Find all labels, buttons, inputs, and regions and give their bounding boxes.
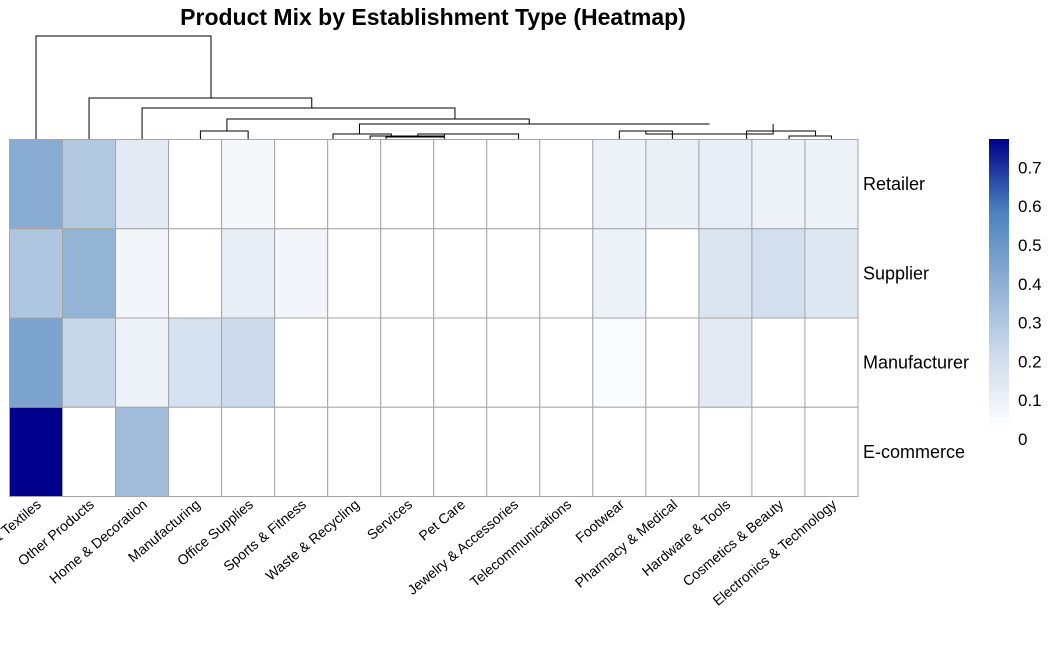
heatmap-cell (645, 317, 700, 408)
heatmap-cell (592, 406, 647, 497)
heatmap-cell (274, 139, 329, 230)
heatmap-cell (168, 317, 223, 408)
heatmap-cell (698, 139, 753, 230)
heatmap-cell (592, 139, 647, 230)
row-label: E-commerce (863, 442, 965, 462)
heatmap-cell (433, 228, 488, 319)
heatmap-cell (592, 228, 647, 319)
heatmap-cell (751, 317, 806, 408)
heatmap-cell (804, 228, 859, 319)
heatmap-cell (486, 317, 541, 408)
heatmap-cell (168, 139, 223, 230)
heatmap-cell (592, 317, 647, 408)
heatmap-cells (9, 139, 859, 497)
heatmap-cell (698, 228, 753, 319)
heatmap-cell (645, 406, 700, 497)
chart-title: Product Mix by Establishment Type (Heatm… (180, 4, 686, 30)
heatmap-cell (433, 406, 488, 497)
row-label: Supplier (863, 263, 929, 283)
heatmap-cell (751, 139, 806, 230)
heatmap-cell (62, 406, 117, 497)
heatmap-cell (539, 228, 594, 319)
heatmap-cell (115, 139, 170, 230)
heatmap-cell (698, 406, 753, 497)
row-label: Manufacturer (863, 353, 969, 373)
heatmap-cell (539, 406, 594, 497)
heatmap-cell (698, 317, 753, 408)
heatmap-cell (115, 317, 170, 408)
heatmap-cell (327, 139, 382, 230)
heatmap-cell (539, 139, 594, 230)
heatmap-cell (62, 228, 117, 319)
heatmap-cell (327, 228, 382, 319)
heatmap-cell (168, 406, 223, 497)
heatmap-cell (327, 406, 382, 497)
column-label: Pet Care (416, 496, 469, 544)
heatmap-cell (486, 228, 541, 319)
heatmap-cell (645, 139, 700, 230)
heatmap-cell (221, 139, 276, 230)
heatmap-cell (380, 317, 435, 408)
legend-tick-label: 0.1 (1018, 391, 1042, 410)
heatmap-cell (9, 228, 64, 319)
legend-tick-label: 0.2 (1018, 352, 1042, 371)
heatmap-cell (115, 406, 170, 497)
heatmap-cell (645, 228, 700, 319)
heatmap-cell (327, 317, 382, 408)
heatmap-cell (274, 317, 329, 408)
legend-tick-label: 0.7 (1018, 158, 1042, 177)
column-label: Cosmetics & Beauty (680, 496, 787, 589)
legend-tick-label: 0.6 (1018, 197, 1042, 216)
heatmap-cell (380, 139, 435, 230)
column-label: Telecommunications (467, 496, 574, 590)
color-legend: 0 0.1 0.2 0.3 0.4 0.5 0.6 0.7 (989, 139, 1042, 449)
heatmap-cell (804, 139, 859, 230)
heatmap-cell (62, 139, 117, 230)
heatmap-cell (115, 228, 170, 319)
heatmap-cell (9, 317, 64, 408)
heatmap-cell (804, 406, 859, 497)
heatmap-cell (221, 406, 276, 497)
legend-color-bar (989, 139, 1009, 430)
heatmap-cell (433, 317, 488, 408)
heatmap-cell (751, 406, 806, 497)
heatmap-cell (539, 317, 594, 408)
legend-tick-label: 0.4 (1018, 275, 1042, 294)
column-label: Home & Decoration (46, 496, 150, 587)
legend-tick-label: 0 (1018, 430, 1027, 449)
heatmap-cell (751, 228, 806, 319)
column-label: Waste & Recycling (262, 496, 362, 583)
heatmap-cell (168, 228, 223, 319)
column-dendrogram (35, 35, 832, 139)
heatmap-cell (380, 406, 435, 497)
column-label: Pharmacy & Medical (572, 496, 681, 591)
heatmap-cell (486, 406, 541, 497)
heatmap-cell (486, 139, 541, 230)
heatmap-cell (274, 406, 329, 497)
column-label: Services (364, 496, 415, 543)
heatmap-cell (380, 228, 435, 319)
legend-tick-label: 0.5 (1018, 236, 1042, 255)
heatmap-cell (9, 406, 64, 497)
heatmap-cell (221, 317, 276, 408)
heatmap-cell (62, 317, 117, 408)
heatmap-cell (221, 228, 276, 319)
row-label: Retailer (863, 174, 925, 194)
column-label: Hardware & Tools (639, 496, 734, 579)
heatmap-cell (274, 228, 329, 319)
legend-tick-label: 0.3 (1018, 314, 1042, 333)
row-labels: Retailer Supplier Manufacturer E-commerce (863, 174, 969, 462)
heatmap-cell (433, 139, 488, 230)
heatmap-cell (9, 139, 64, 230)
heatmap-cell (804, 317, 859, 408)
